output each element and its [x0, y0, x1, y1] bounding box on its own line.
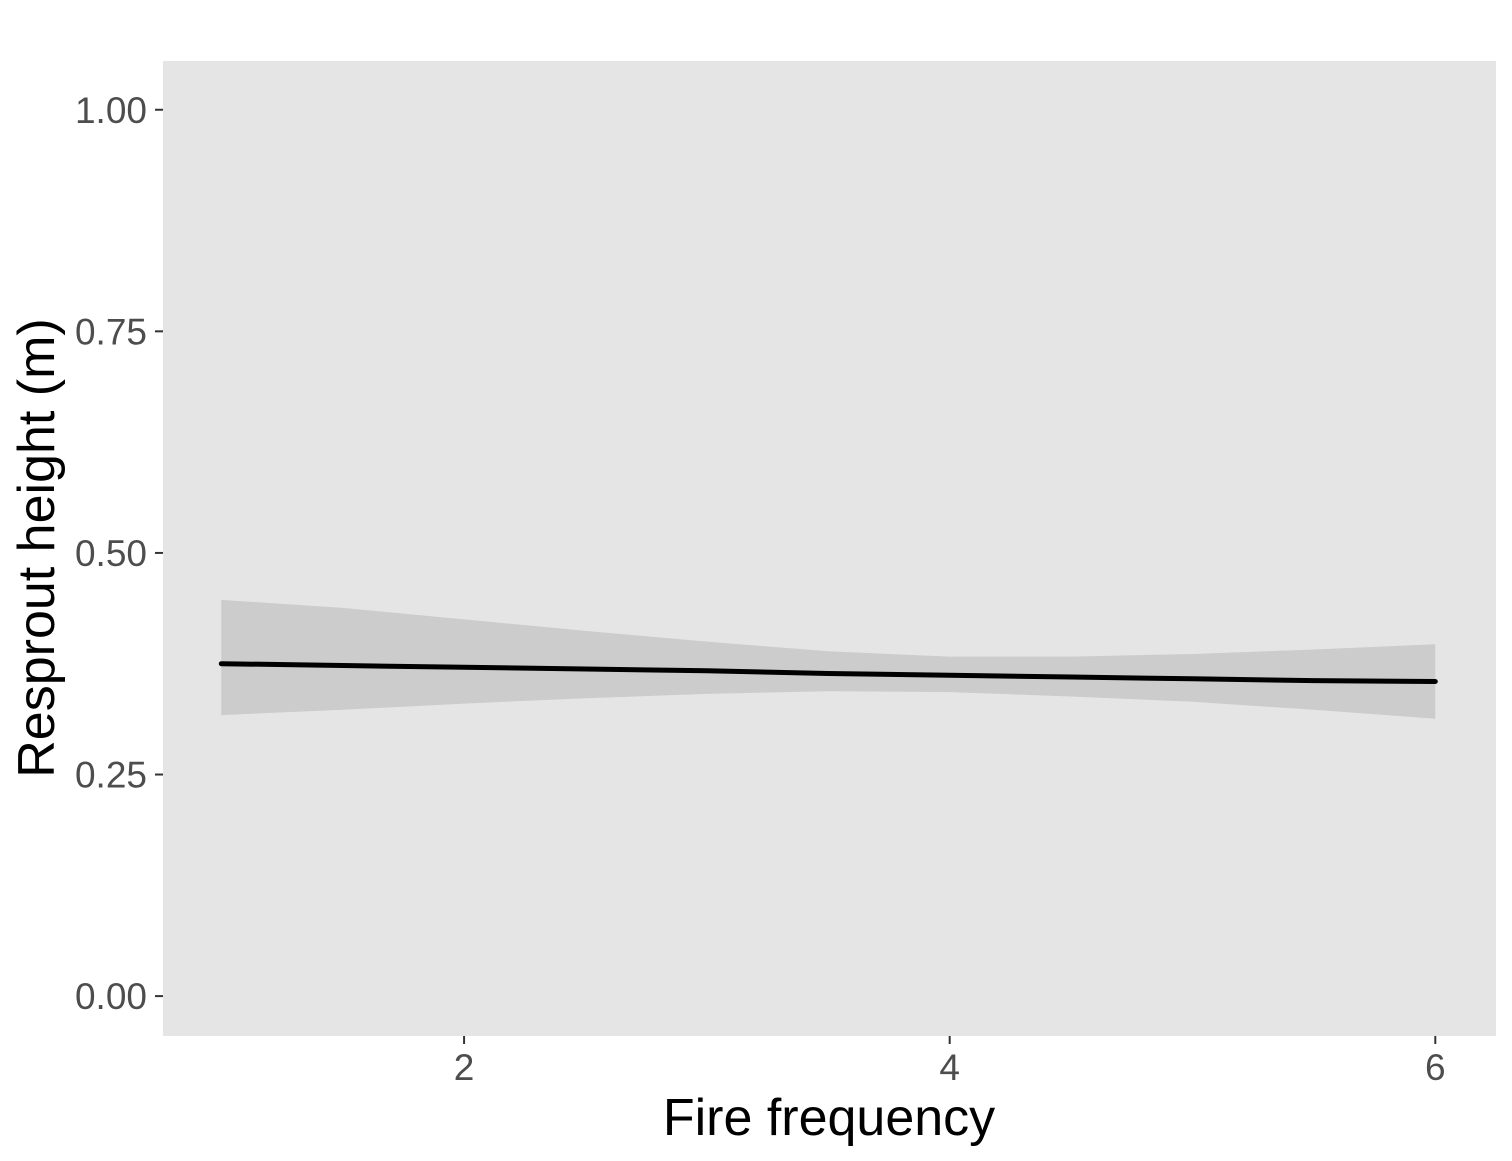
- x-tick-label: 4: [939, 1047, 960, 1088]
- panel-background: [163, 61, 1496, 1036]
- y-tick-label: 0.50: [75, 533, 147, 574]
- y-axis-title: Resprout height (m): [8, 318, 66, 778]
- y-tick-label: 0.75: [75, 311, 147, 352]
- y-tick-label: 0.25: [75, 755, 147, 796]
- x-axis-title: Fire frequency: [663, 1089, 995, 1147]
- y-tick-label: 1.00: [75, 90, 147, 131]
- x-tick-label: 2: [454, 1047, 475, 1088]
- x-tick-label: 6: [1425, 1047, 1446, 1088]
- y-tick-label: 0.00: [75, 976, 147, 1017]
- fitted-line: [218, 661, 1438, 684]
- confidence-band: [221, 599, 1436, 719]
